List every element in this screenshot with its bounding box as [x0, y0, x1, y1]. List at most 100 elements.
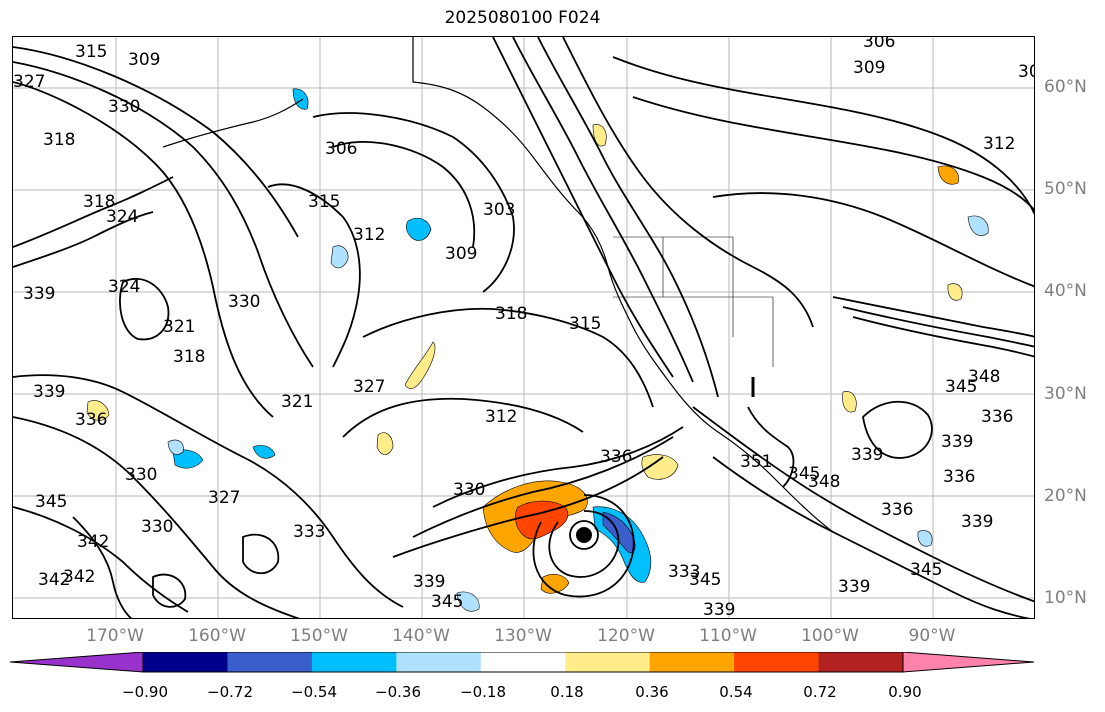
- contour-line: [862, 400, 933, 459]
- contour-line: [832, 296, 1034, 338]
- colorbar-segment: [311, 652, 397, 672]
- lon-label-160w: 160°W: [188, 626, 246, 646]
- contour-line: [512, 37, 694, 383]
- contour-line: [332, 140, 476, 248]
- contour-line: [152, 573, 187, 608]
- contour-label: 342: [77, 532, 109, 552]
- colorbar-tick: −0.90: [122, 683, 168, 701]
- contour-label: 306: [863, 37, 895, 52]
- contour-label-layer: 315 309 327 330 318 318 324 339 324 330 …: [13, 37, 1035, 619]
- positive-anomaly-patch: [842, 391, 857, 413]
- positive-anomaly-patch: [376, 432, 394, 455]
- contour-label: 339: [703, 600, 735, 619]
- colorbar-tick: −0.18: [460, 683, 506, 701]
- contour-line: [412, 436, 674, 538]
- contour-label: 348: [808, 472, 840, 492]
- lon-label-120w: 120°W: [597, 626, 655, 646]
- contour-label: 330: [125, 465, 157, 485]
- contour-line: [13, 506, 189, 613]
- positive-anomaly-patch: [592, 124, 607, 147]
- contour-label: 327: [13, 72, 45, 92]
- colorbar-segment: [143, 652, 228, 672]
- lat-label-20n: 20°N: [1044, 486, 1087, 506]
- contour-label: 306: [1018, 62, 1035, 82]
- positive-anomaly-patch: [86, 400, 110, 421]
- colorbar-tick: −0.54: [291, 683, 337, 701]
- map-title: 2025080100 F024: [444, 8, 601, 28]
- negative-anomaly-patch: [292, 88, 309, 110]
- colorbar-segment: [734, 652, 820, 672]
- contour-line: [119, 277, 170, 341]
- strong-positive-anomaly-area: [514, 500, 569, 540]
- coastline: [162, 37, 834, 533]
- contour-line: [852, 316, 1034, 358]
- contour-label: 339: [33, 382, 65, 402]
- contour-label: 324: [108, 277, 140, 297]
- lat-label-10n: 10°N: [1044, 588, 1087, 608]
- contour-label: 345: [910, 560, 942, 580]
- contour-label: 336: [881, 500, 913, 520]
- cyclone-ring: [548, 510, 620, 578]
- negative-anomaly-patch: [917, 530, 933, 547]
- contour-label: 345: [689, 570, 721, 590]
- storm-center-dot: [576, 527, 592, 543]
- positive-anomaly-patch: [404, 341, 436, 389]
- colorbar-tick: 0.54: [719, 683, 753, 701]
- contour-label: 315: [308, 192, 340, 212]
- contour-line: [842, 306, 1034, 348]
- negative-anomaly-patch: [456, 591, 480, 612]
- map-canvas: 315 309 327 330 318 318 324 339 324 330 …: [13, 37, 1035, 619]
- contour-label: 309: [853, 58, 885, 78]
- contour-line: [13, 211, 154, 268]
- theta-contours: [13, 37, 1034, 618]
- contour-label: 309: [445, 244, 477, 264]
- contour-label: 336: [600, 447, 632, 467]
- contour-line: [13, 416, 300, 618]
- contour-label: 318: [495, 304, 527, 324]
- contour-label: 315: [75, 42, 107, 62]
- contour-line: [747, 406, 795, 488]
- positive-anomaly-patch: [540, 574, 570, 594]
- contour-label: 342: [38, 570, 70, 590]
- lat-label-60n: 60°N: [1044, 77, 1087, 97]
- coastline-aleutians: [162, 98, 304, 148]
- contour-line: [632, 96, 1034, 212]
- contour-label: 312: [353, 225, 385, 245]
- negative-anomaly-patch: [252, 445, 276, 459]
- colorbar-segment: [10, 652, 143, 672]
- negative-anomaly-patch: [172, 449, 204, 469]
- contour-line: [72, 516, 133, 618]
- contour-label: 333: [293, 522, 325, 542]
- contour-line: [13, 374, 404, 608]
- contour-label: 348: [968, 367, 1000, 387]
- contour-line: [312, 112, 515, 293]
- shaded-fields: [86, 88, 989, 612]
- contour-label: 324: [106, 207, 138, 227]
- positive-anomaly-patch: [641, 454, 679, 480]
- colorbar-tick: 0.72: [803, 683, 837, 701]
- positive-anomaly-patch: [947, 283, 963, 301]
- lat-label-30n: 30°N: [1044, 384, 1087, 404]
- contour-label: 339: [961, 512, 993, 532]
- contour-line: [13, 46, 299, 238]
- contour-label: 339: [941, 432, 973, 452]
- lat-label-50n: 50°N: [1044, 179, 1087, 199]
- contour-label: 312: [485, 407, 517, 427]
- contour-label: 339: [413, 572, 445, 592]
- contour-label: 336: [943, 467, 975, 487]
- map-panel: 315 309 327 330 318 318 324 339 324 330 …: [12, 36, 1035, 619]
- contour-label: 321: [281, 392, 313, 412]
- colorbar: [10, 652, 1035, 673]
- contour-label: 339: [23, 284, 55, 304]
- colorbar-segment: [480, 652, 566, 672]
- colorbar-tick: 0.18: [550, 683, 584, 701]
- contour-line: [562, 37, 814, 328]
- contour-line: [392, 456, 664, 558]
- contour-line: [712, 192, 1034, 288]
- cyclone-ring: [569, 520, 599, 550]
- state-boundaries: [613, 236, 774, 367]
- contour-line: [612, 56, 1034, 215]
- contour-label: 336: [981, 407, 1013, 427]
- contour-line: [267, 183, 361, 368]
- colorbar-segment: [818, 652, 904, 672]
